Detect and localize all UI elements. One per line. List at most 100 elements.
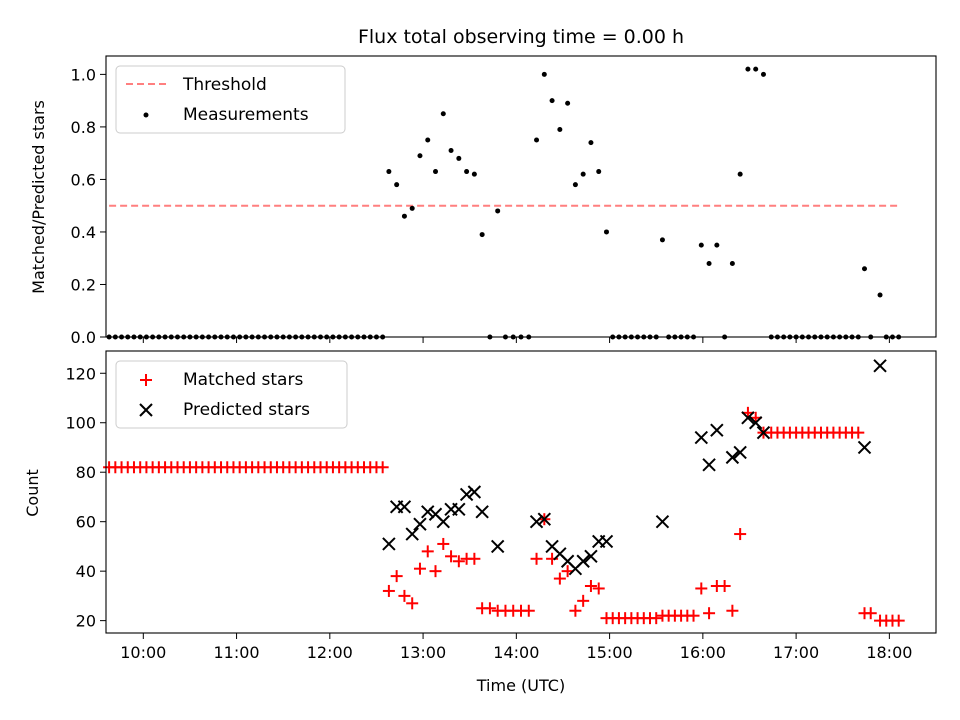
- predicted-star-point: [741, 411, 755, 425]
- top-y-tick-label: 0.4: [71, 223, 96, 242]
- legend-threshold-label: Threshold: [182, 75, 267, 95]
- matched-star-point: [569, 604, 582, 617]
- matched-star-point: [864, 607, 877, 620]
- measurement-point: [464, 169, 470, 175]
- predicted-star-point: [694, 430, 709, 445]
- predicted-star-point: [857, 440, 872, 455]
- top-y-axis-label: Matched/Predicted stars: [29, 100, 48, 294]
- x-tick-label: 13:00: [400, 643, 446, 662]
- measurement-point: [572, 182, 578, 188]
- measurement-point: [706, 260, 712, 266]
- measurement-point: [729, 260, 735, 266]
- measurement-point: [394, 182, 400, 188]
- measurement-points: [106, 66, 902, 340]
- predicted-star-point: [413, 517, 427, 531]
- matched-star-point: [406, 597, 419, 610]
- measurement-point: [541, 71, 547, 77]
- measurement-point: [401, 213, 407, 219]
- measurement-point: [698, 242, 704, 248]
- measurement-point: [534, 137, 540, 143]
- matched-star-point: [421, 545, 434, 558]
- predicted-star-point: [725, 450, 740, 465]
- bottom-y-tick-label: 100: [65, 414, 96, 433]
- predicted-star-point: [397, 500, 412, 514]
- bottom-y-tick-label: 40: [76, 562, 96, 581]
- predicted-star-point: [576, 554, 590, 568]
- top-axes-frame: [105, 55, 937, 338]
- measurement-point: [588, 140, 594, 146]
- top-legend: Threshold Measurements: [115, 65, 346, 134]
- measurement-point: [760, 71, 766, 77]
- measurement-point: [603, 229, 609, 235]
- x-tick-label: 11:00: [214, 643, 260, 662]
- measurement-point: [565, 100, 571, 106]
- matched-star-point: [553, 572, 566, 585]
- predicted-star-point: [421, 505, 435, 519]
- measurement-point: [596, 169, 602, 175]
- measurement-point: [433, 169, 439, 175]
- x-tick-label: 12:00: [307, 643, 353, 662]
- bottom-axes-frame: [105, 350, 937, 634]
- matched-star-point: [703, 607, 716, 620]
- matched-star-point: [852, 426, 865, 439]
- measurement-point: [659, 237, 665, 243]
- matched-star-point: [413, 562, 426, 575]
- predicted-star-point: [710, 423, 724, 437]
- matched-star-point: [483, 602, 496, 615]
- predicted-star-point: [436, 514, 450, 529]
- top-y-tick-label: 0.8: [71, 118, 96, 137]
- predicted-star-point: [599, 534, 614, 549]
- bottom-y-axis-label: Count: [23, 469, 42, 517]
- measurement-point: [495, 208, 501, 214]
- measurement-point: [745, 66, 751, 72]
- bottom-y-tick-label: 80: [76, 463, 96, 482]
- predicted-star-point: [537, 512, 552, 526]
- measurement-point: [714, 242, 720, 248]
- top-y-tick-label: 1.0: [71, 65, 96, 84]
- matched-star-point: [398, 589, 411, 602]
- bottom-panel: 20 40 60 80 100 120 10:00 11:00 12:00 13:00 14:00 1…: [23, 350, 937, 695]
- legend-predicted-label: Predicted stars: [183, 400, 310, 420]
- measurement-point: [877, 292, 883, 298]
- matched-star-point: [445, 550, 458, 563]
- bottom-legend-box: [115, 360, 348, 429]
- matched-star-point: [382, 584, 395, 597]
- x-tick-label: 10:00: [120, 643, 166, 662]
- top-panel: 0.0 0.2 0.4 0.6 0.8 1.0 Matched/Predicted sta…: [29, 55, 937, 347]
- predicted-star-point: [475, 505, 489, 519]
- matched-star-point: [650, 612, 663, 625]
- measurement-point: [386, 169, 392, 175]
- x-tick-label: 18:00: [866, 643, 912, 662]
- matched-star-point: [726, 604, 739, 617]
- measurement-point: [471, 171, 477, 177]
- legend-matched-label: Matched stars: [183, 370, 303, 390]
- measurement-point: [862, 266, 868, 272]
- matched-star-point: [718, 580, 731, 592]
- matched-star-point: [429, 565, 442, 578]
- top-legend-box: [115, 65, 346, 134]
- x-tick-label: 17:00: [773, 643, 819, 662]
- x-tick-label: 16:00: [680, 643, 726, 662]
- bottom-y-tick-label: 120: [65, 364, 96, 383]
- bottom-y-tick-label: 60: [76, 513, 96, 532]
- predicted-star-point: [655, 514, 670, 529]
- measurement-point: [409, 205, 415, 211]
- matched-star-point: [376, 461, 389, 474]
- top-y-tick-label: 0.2: [71, 275, 96, 294]
- measurement-point: [425, 137, 431, 143]
- predicted-star-point: [529, 514, 544, 529]
- predicted-star-point: [452, 502, 466, 517]
- top-y-tick-label: 0.0: [71, 328, 96, 347]
- measurement-point: [440, 111, 446, 117]
- matched-star-point: [437, 537, 450, 550]
- measurement-point: [456, 155, 462, 161]
- measurement-point: [417, 153, 423, 159]
- matched-star-point: [687, 609, 700, 622]
- top-axes-ticks: 0.0 0.2 0.4 0.6 0.8 1.0: [71, 65, 890, 347]
- matched-star-point: [892, 614, 905, 627]
- predicted-star-point: [405, 527, 419, 541]
- matched-star-point: [468, 552, 481, 565]
- measurement-point: [580, 171, 586, 177]
- matched-star-point: [695, 582, 708, 595]
- matched-star-point: [592, 582, 605, 595]
